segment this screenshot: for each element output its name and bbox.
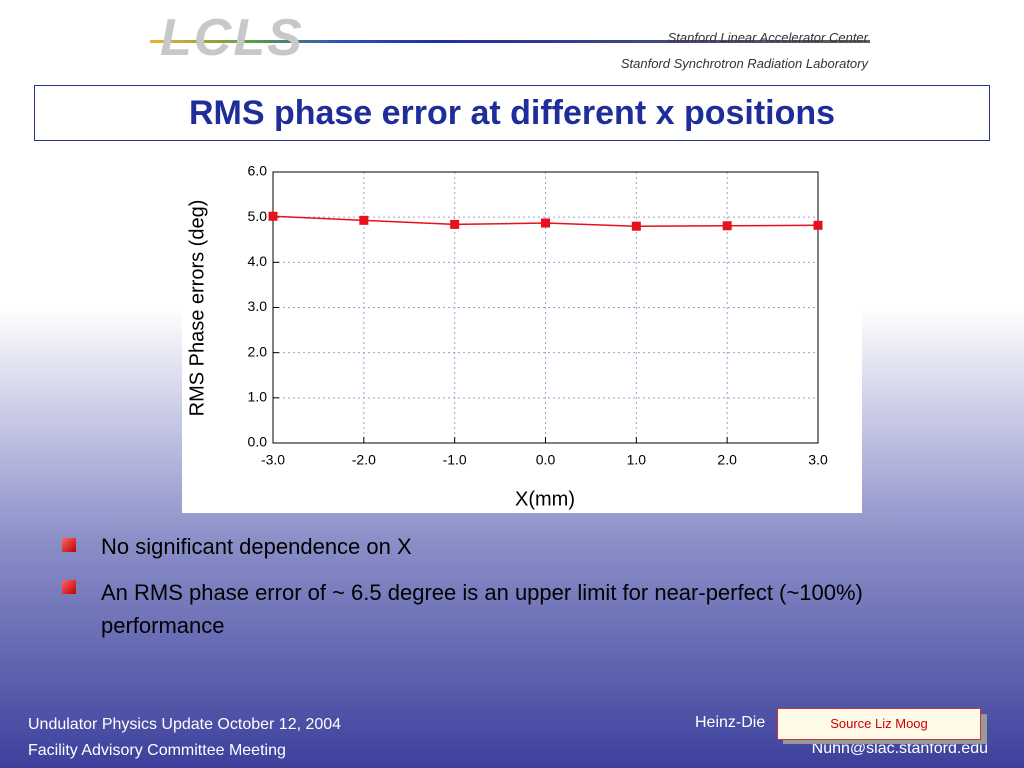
chart: X(mm) RMS Phase errors (deg) 0.0 1.0 2.0 3.… (182, 153, 862, 513)
logo: LCLS (160, 9, 304, 67)
data-point (722, 221, 732, 231)
footer-text: Heinz-Die (695, 714, 766, 731)
y-tick-label: 5.0 (248, 208, 268, 224)
footer-text: Undulator Physics Update October 12, 200… (28, 716, 342, 733)
y-tick-label: 6.0 (248, 163, 268, 179)
x-tick-label: -2.0 (352, 452, 376, 468)
data-point (359, 215, 369, 225)
x-tick-label: -1.0 (443, 452, 467, 468)
data-point (268, 211, 278, 221)
y-tick-label: 4.0 (248, 253, 268, 269)
data-point (813, 220, 823, 230)
data-point (541, 218, 550, 228)
bullet-icon (62, 538, 76, 552)
x-tick-label: 0.0 (536, 452, 556, 468)
x-tick-label: 2.0 (717, 452, 737, 468)
x-tick-label: 1.0 (627, 452, 647, 468)
org-name: Stanford Synchrotron Radiation Laborator… (620, 56, 868, 71)
plot-frame (272, 171, 819, 444)
source-note: Source Liz Moog (777, 708, 981, 740)
x-tick-label: -3.0 (261, 452, 285, 468)
header-rule (150, 40, 870, 43)
chart-bg (182, 153, 862, 513)
x-axis-label: X(mm) (515, 488, 575, 510)
data-point (450, 219, 460, 229)
bullet-icon (62, 580, 76, 594)
y-tick-label: 1.0 (248, 389, 268, 405)
y-axis-label: RMS Phase errors (deg) (186, 200, 208, 417)
y-tick-label: 0.0 (248, 434, 268, 450)
footer-text: Facility Advisory Committee Meeting (28, 742, 286, 759)
footer-text: Nuhn@slac.stanford.edu (811, 740, 988, 757)
data-point (631, 221, 641, 231)
org-name: Stanford Linear Accelerator Center (667, 30, 868, 45)
bullet-text: No significant dependence on X (101, 534, 412, 559)
bullet-text: An RMS phase error of ~ 6.5 degree is an… (101, 580, 863, 638)
x-tick-label: 3.0 (808, 452, 828, 468)
y-tick-label: 2.0 (248, 343, 268, 359)
y-tick-label: 3.0 (248, 298, 268, 314)
slide-title: RMS phase error at different x positions (34, 85, 990, 141)
